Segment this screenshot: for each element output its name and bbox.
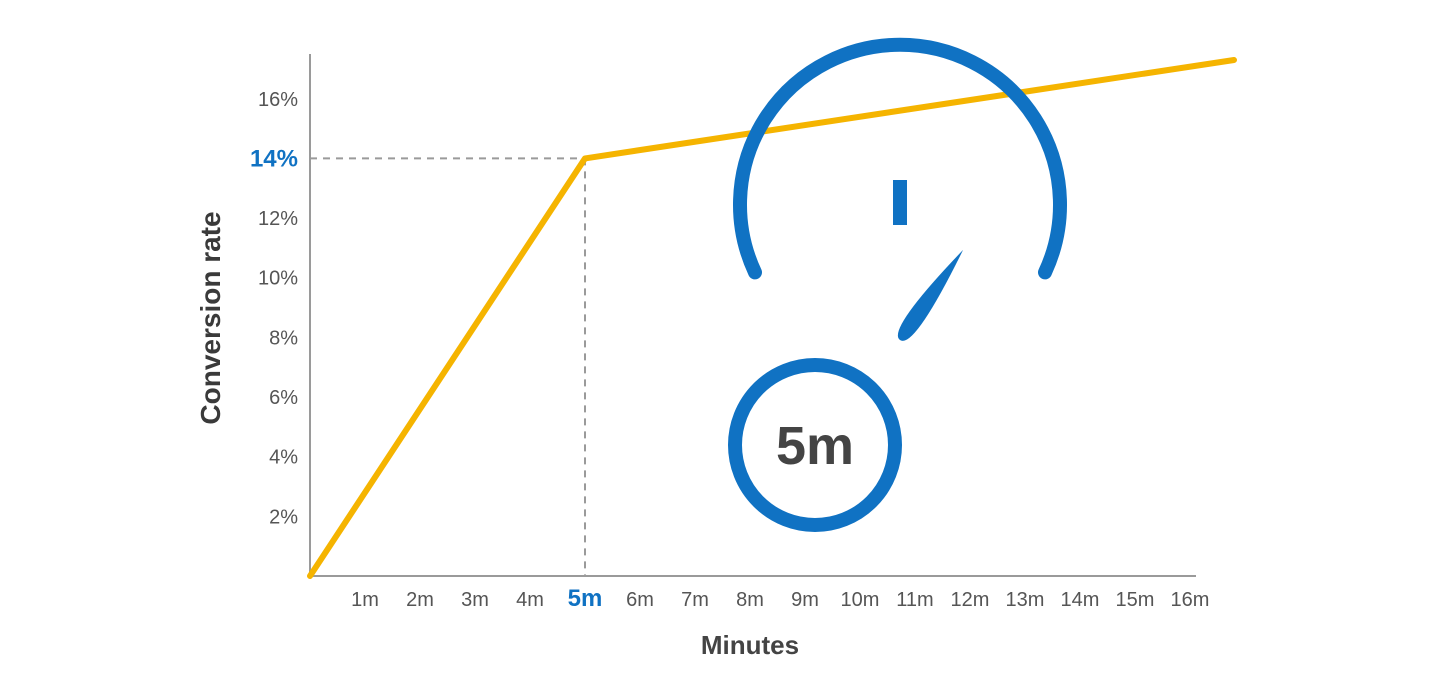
callout-y-label: 14% bbox=[250, 145, 298, 172]
x-tick-label: 11m bbox=[896, 589, 933, 611]
conversion-rate-chart: 2% 4% 6% 8% 10% 12% 16% 14% 1m 2m 3m 4m 5m 6m 7m 8m 9m 10… bbox=[0, 0, 1441, 689]
x-tick-label: 12m bbox=[951, 589, 990, 611]
x-tick-label: 16m bbox=[1171, 589, 1210, 611]
y-axis-title: Conversion rate bbox=[195, 211, 226, 424]
y-tick-label: 12% bbox=[258, 208, 298, 230]
x-tick-label: 9m bbox=[791, 589, 819, 611]
x-tick-label: 15m bbox=[1116, 589, 1155, 611]
y-tick-label: 6% bbox=[269, 387, 298, 409]
x-tick-label: 4m bbox=[516, 589, 544, 611]
x-tick-label: 13m bbox=[1006, 589, 1045, 611]
y-tick-label: 8% bbox=[269, 327, 298, 349]
chart-svg: 2% 4% 6% 8% 10% 12% 16% 14% 1m 2m 3m 4m 5m 6m 7m 8m 9m 10… bbox=[0, 0, 1441, 689]
y-tick-label: 4% bbox=[269, 447, 298, 469]
x-tick-label: 3m bbox=[461, 589, 489, 611]
x-tick-label: 10m bbox=[841, 589, 880, 611]
x-tick-label: 7m bbox=[681, 589, 709, 611]
y-tick-label: 2% bbox=[269, 506, 298, 528]
y-tick-label: 16% bbox=[258, 89, 298, 111]
x-tick-label: 1m bbox=[351, 589, 379, 611]
y-tick-label: 10% bbox=[258, 268, 298, 290]
callout-x-label: 5m bbox=[568, 585, 603, 612]
x-tick-label: 6m bbox=[626, 589, 654, 611]
x-tick-label: 2m bbox=[406, 589, 434, 611]
stopwatch-label: 5m bbox=[776, 416, 854, 476]
x-axis-title: Minutes bbox=[701, 630, 799, 660]
x-tick-label: 14m bbox=[1061, 589, 1100, 611]
x-tick-label: 8m bbox=[736, 589, 764, 611]
